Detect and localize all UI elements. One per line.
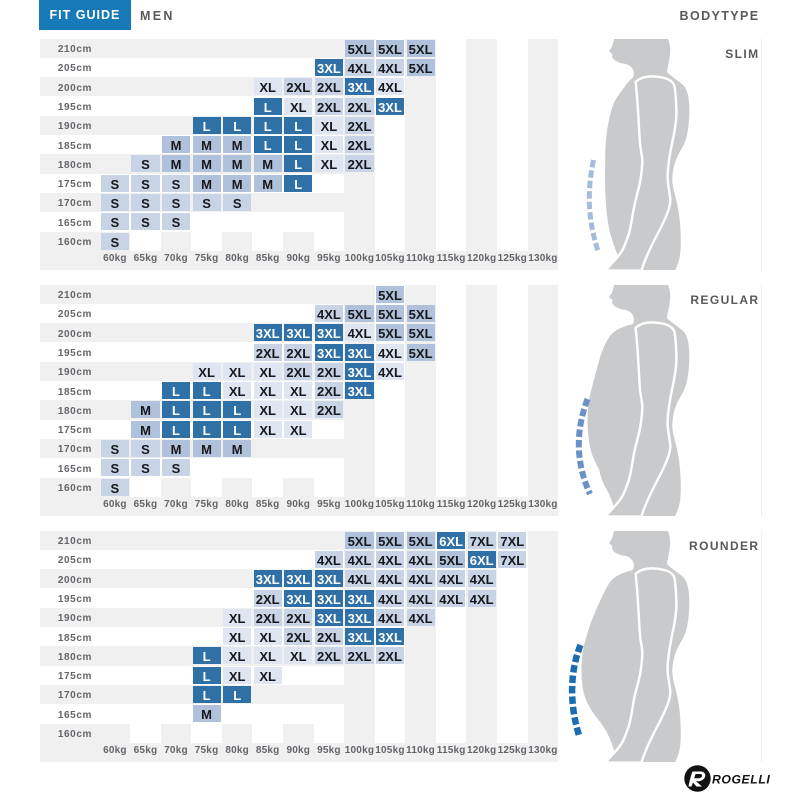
svg-text:ROGELLI: ROGELLI bbox=[712, 772, 770, 786]
